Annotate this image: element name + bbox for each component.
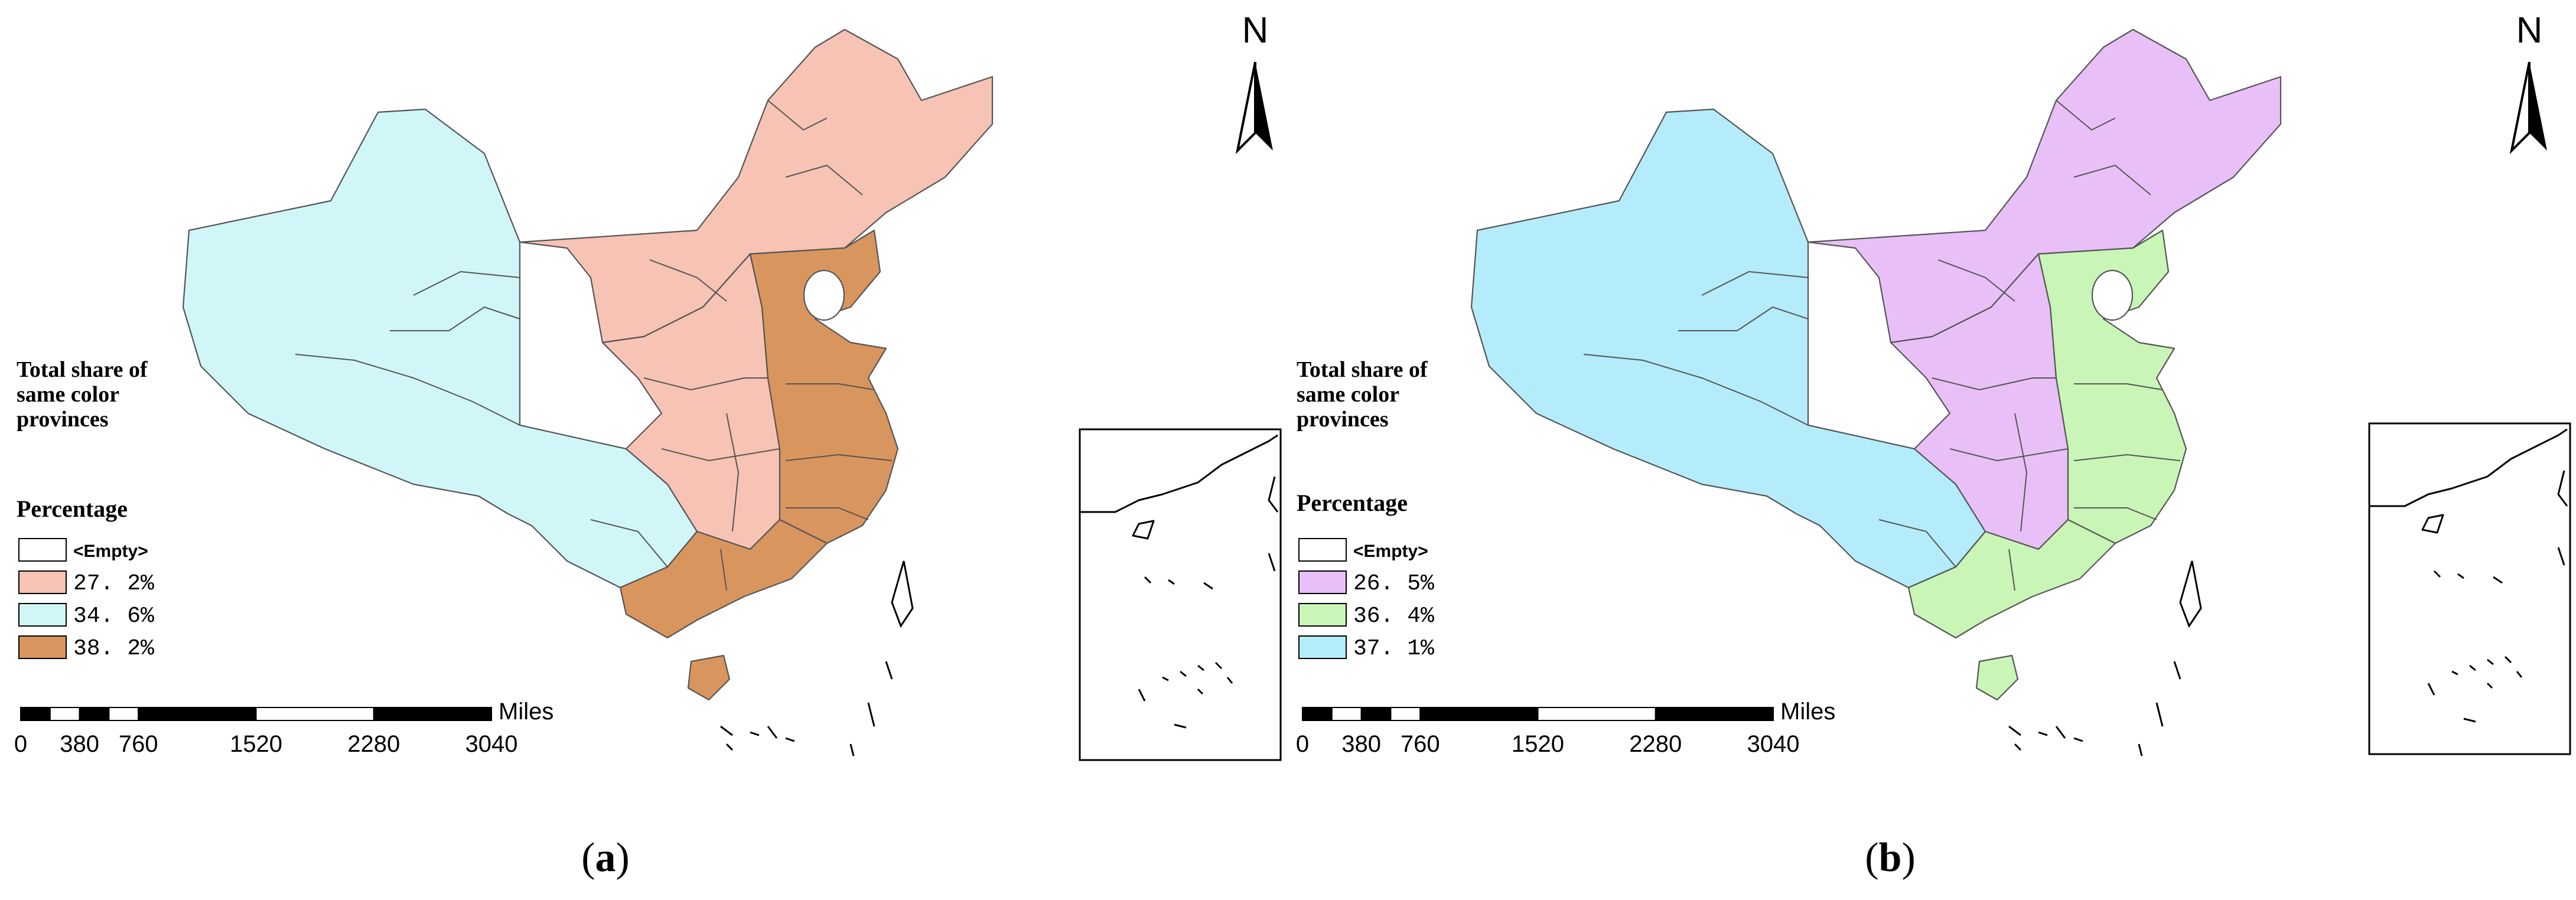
scale-unit: Miles: [499, 699, 553, 725]
legend-swatch: [1298, 635, 1347, 659]
scale-tick-label: 0: [1296, 731, 1309, 757]
legend-swatch: [1298, 603, 1347, 627]
scale-segment: [138, 707, 257, 721]
panel-caption: (a): [581, 835, 630, 881]
legend-subtitle: Percentage: [17, 495, 128, 522]
scale-tick-label: 380: [1341, 731, 1381, 757]
china-map: [182, 28, 994, 756]
scale-tick-label: 0: [14, 731, 27, 757]
scale-tick-label: 1520: [230, 731, 282, 757]
scale-tick-label: 2280: [1629, 731, 1682, 757]
scale-bar: 0 380 760 1520 2280 3040 Miles: [1296, 699, 1835, 757]
scale-bar: 0 380 760 1520 2280 3040 Miles: [14, 699, 553, 757]
legend-title-line: provinces: [17, 407, 109, 432]
legend-subtitle: Percentage: [1297, 490, 1408, 516]
panel-letter: a: [595, 835, 616, 881]
legend-item-label: 36. 4%: [1353, 604, 1434, 629]
legend-title-line: same color: [1297, 382, 1399, 407]
offshore-islands: [720, 560, 914, 756]
legend-item-label: 34. 6%: [73, 604, 154, 629]
north-arrow-icon: [1236, 61, 1274, 152]
inset-map: [2368, 422, 2571, 755]
legend-swatch: [18, 635, 67, 659]
scale-segment: [1655, 707, 1774, 721]
legend-item-label: 38. 2%: [73, 636, 154, 661]
scale-segment: [20, 707, 51, 721]
panel-letter: b: [1879, 835, 1902, 881]
legend-swatch: [1298, 570, 1347, 594]
legend-swatch: [18, 538, 67, 562]
scale-segment: [1419, 707, 1539, 721]
legend-item-label: <Empty>: [1353, 542, 1428, 561]
scale-segment: [108, 707, 139, 721]
scale-segment: [1537, 707, 1656, 721]
hainan-island: [1975, 654, 2019, 701]
north-label: N: [1242, 10, 1269, 51]
scale-segment: [1390, 707, 1421, 721]
scale-segment: [79, 707, 110, 721]
scale-tick-label: 1520: [1512, 731, 1564, 757]
legend-swatch: [18, 603, 67, 627]
scale-tick-label: 760: [119, 731, 158, 757]
scale-tick-label: 3040: [465, 731, 518, 757]
legend-title-line: Total share of: [17, 357, 148, 382]
north-arrow-icon: [2510, 61, 2548, 152]
legend-title-line: same color: [17, 382, 119, 407]
scale-tick-label: 2280: [347, 731, 400, 757]
scale-segment: [49, 707, 80, 721]
legend-swatch: [1298, 538, 1347, 562]
south-region: [1907, 519, 2116, 639]
hainan-island: [687, 654, 731, 701]
legend-title-line: Total share of: [1297, 357, 1428, 382]
scale-unit: Miles: [1780, 699, 1835, 725]
legend-item-label: 37. 1%: [1353, 636, 1434, 661]
scale-segment: [373, 707, 492, 721]
scale-segment: [255, 707, 374, 721]
bohai-bay: [2091, 269, 2134, 321]
scale-tick-label: 380: [60, 731, 99, 757]
scale-tick-label: 3040: [1747, 731, 1800, 757]
panel-caption: (b): [1865, 835, 1916, 881]
scale-tick-label: 760: [1401, 731, 1440, 757]
north-label: N: [2516, 10, 2543, 51]
offshore-islands: [2008, 560, 2202, 756]
scale-segment: [1302, 707, 1333, 721]
legend-swatch: [18, 570, 67, 594]
inset-map: [1079, 428, 1282, 761]
scale-segment: [1360, 707, 1392, 721]
legend-title-line: provinces: [1297, 407, 1389, 432]
south-region: [619, 519, 828, 639]
bohai-bay: [803, 269, 845, 321]
legend-item-label: 27. 2%: [73, 571, 154, 596]
legend-item-label: <Empty>: [73, 542, 148, 561]
china-map: [1470, 28, 2282, 756]
legend-item-label: 26. 5%: [1353, 571, 1434, 596]
scale-segment: [1331, 707, 1362, 721]
